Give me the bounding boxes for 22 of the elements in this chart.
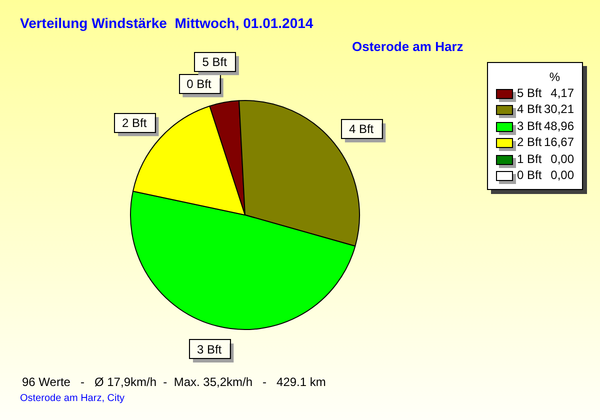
legend-label: 5 Bft bbox=[517, 85, 542, 101]
slice-label: 4 Bft bbox=[348, 122, 374, 136]
text: 0,00 bbox=[550, 168, 574, 182]
text: Osterode am Harz, City bbox=[20, 393, 124, 404]
data-label: 48,96 bbox=[544, 118, 574, 134]
text: 96 Werte - Ø 17,9km/h - Max. 35,2km/h - 429.1 km bbox=[22, 375, 326, 389]
legend-title: % bbox=[548, 69, 561, 85]
legend-label: 2 Bft bbox=[517, 134, 542, 150]
text: 0,00 bbox=[550, 152, 574, 166]
category-label: 0 Bft bbox=[186, 77, 212, 92]
slice-label: 3 Bft bbox=[196, 342, 222, 356]
legend-label: 3 Bft bbox=[517, 118, 542, 134]
chart-subtitle: Osterode am Harz bbox=[352, 39, 464, 54]
slice-label: 2 Bft bbox=[122, 116, 148, 130]
data-label: 4,17 bbox=[550, 85, 574, 101]
slice-label: 5 Bft bbox=[202, 54, 228, 69]
legend-label: 4 Bft bbox=[517, 101, 542, 118]
chart-title: Verteilung Windstärke Mittwoch, 01.01.2014 bbox=[20, 15, 314, 31]
data-label: 16,67 bbox=[544, 134, 574, 150]
legend-label: 0 Bft bbox=[517, 166, 542, 183]
legend-label: 1 Bft bbox=[517, 150, 542, 167]
data-label: 30,21 bbox=[544, 101, 574, 118]
